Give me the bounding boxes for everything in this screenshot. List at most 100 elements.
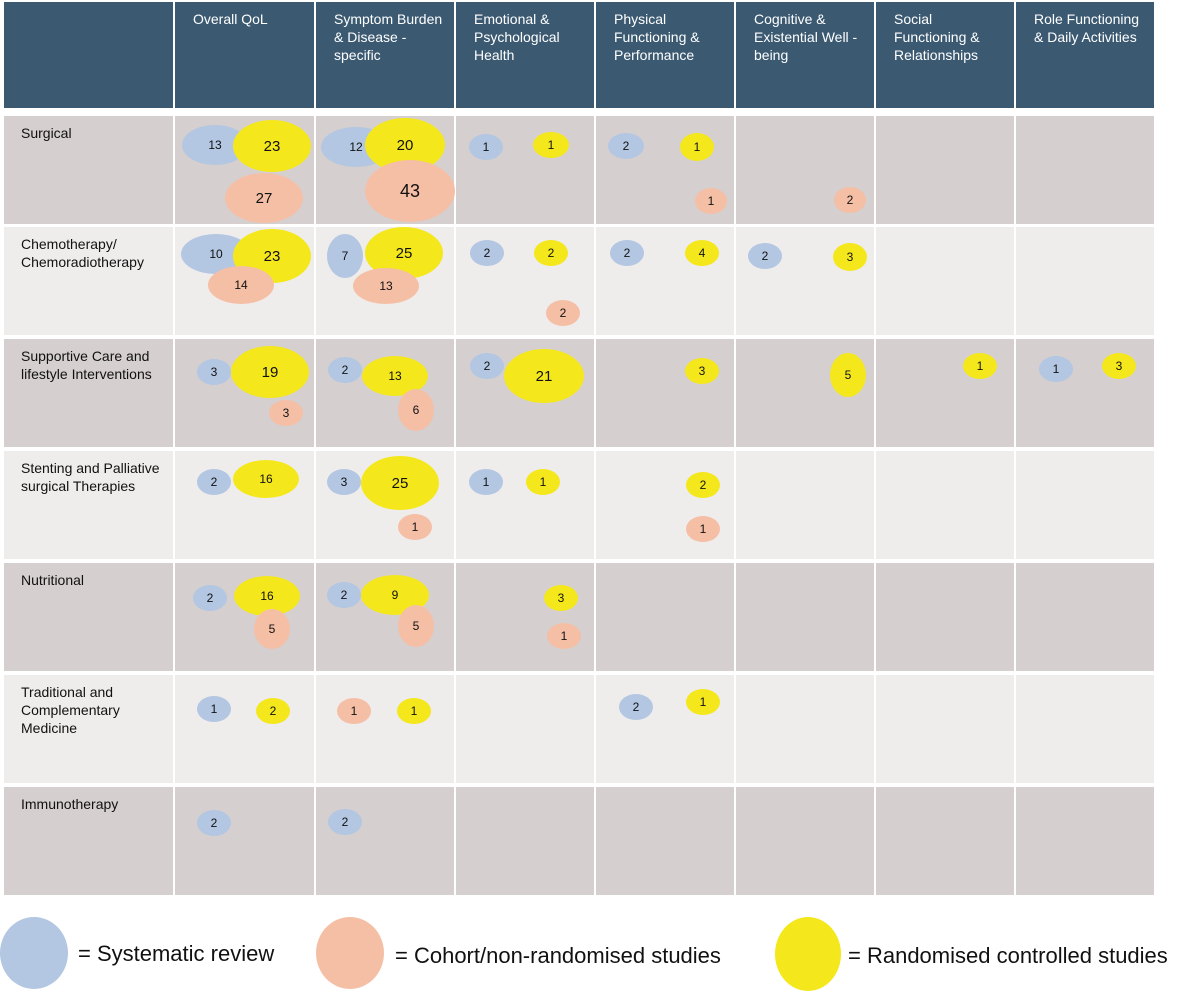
grid-cell [596,339,734,447]
grid-cell [456,675,594,783]
bubble-cohort: 5 [398,605,434,647]
bubble-rct: 1 [963,353,997,379]
legend-label: = Randomised controlled studies [848,943,1168,968]
bubble-systematic-review: 1 [469,134,503,160]
bubble-systematic-review: 2 [197,469,231,495]
column-header: Physical Functioning & Performance [596,2,734,108]
grid-cell [1016,116,1154,224]
bubble-cohort: 6 [398,389,434,431]
grid-cell [1016,563,1154,671]
bubble-systematic-review: 2 [619,694,653,720]
bubble-rct: 2 [256,698,290,724]
row-label: Immunotherapy [4,787,173,895]
row-label: Stenting and Palliative surgical Therapi… [4,451,173,559]
bubble-rct: 5 [830,353,866,397]
grid-cell [596,787,734,895]
header-corner-cell [4,2,173,108]
bubble-systematic-review: 1 [469,469,503,495]
grid-cell [736,451,874,559]
grid-cell [596,451,734,559]
bubble-rct: 19 [231,346,309,398]
grid-cell [1016,339,1154,447]
bubble-systematic-review: 2 [328,357,362,383]
bubble-systematic-review: 2 [470,353,504,379]
legend-swatch-cohort [316,917,384,989]
legend-swatch-systematic-review [0,917,68,989]
column-header: Cognitive & Existential Well - being [736,2,874,108]
bubble-rct: 3 [1102,353,1136,379]
grid-cell [456,451,594,559]
bubble-cohort: 1 [695,188,727,214]
bubble-rct: 16 [233,460,299,498]
bubble-cohort: 1 [686,516,720,542]
row-label: Nutritional [4,563,173,671]
grid-cell [1016,451,1154,559]
bubble-systematic-review: 3 [327,469,361,495]
bubble-rct: 21 [504,349,584,403]
grid-cell [316,675,454,783]
bubble-rct: 3 [544,585,578,611]
bubble-rct: 1 [533,132,569,158]
bubble-cohort: 43 [365,160,455,222]
grid-cell [736,563,874,671]
row-label: Surgical [4,116,173,224]
column-header: Role Functioning & Daily Activities [1016,2,1154,108]
row-label: Supportive Care and lifestyle Interventi… [4,339,173,447]
bubble-cohort: 2 [834,187,866,213]
grid-cell [876,787,1014,895]
bubble-rct: 25 [361,456,439,510]
bubble-systematic-review: 2 [748,243,782,269]
bubble-cohort: 13 [353,268,419,304]
bubble-systematic-review: 2 [197,810,231,836]
bubble-rct: 4 [685,240,719,266]
grid-cell [876,451,1014,559]
bubble-systematic-review: 1 [1039,356,1073,382]
grid-cell [1016,227,1154,335]
grid-cell [456,563,594,671]
bubble-cohort: 1 [398,514,432,540]
bubble-systematic-review: 7 [327,234,363,278]
row-label: Traditional and Complementary Medicine [4,675,173,783]
grid-cell [456,787,594,895]
bubble-cohort: 2 [546,300,580,326]
bubble-systematic-review: 1 [197,696,231,722]
grid-cell [736,787,874,895]
bubble-rct: 3 [833,243,867,271]
grid-cell [876,675,1014,783]
column-header: Emotional & Psychological Health [456,2,594,108]
legend-label: = Cohort/non-randomised studies [395,943,721,968]
bubble-cohort: 1 [337,698,371,724]
bubble-systematic-review: 2 [193,585,227,611]
bubble-systematic-review: 3 [197,359,231,385]
bubble-rct: 23 [233,120,311,172]
bubble-systematic-review: 2 [328,809,362,835]
grid-cell [456,116,594,224]
bubble-rct: 1 [686,689,720,715]
legend-swatch-rct [775,917,841,991]
bubble-rct: 1 [526,469,560,495]
column-header: Overall QoL [175,2,314,108]
bubble-cohort: 14 [208,266,274,304]
bubble-cohort: 3 [269,400,303,426]
grid-cell [876,227,1014,335]
bubble-rct: 16 [234,576,300,616]
row-label: Chemotherapy/ Chemoradiotherapy [4,227,173,335]
bubble-rct: 1 [680,133,714,161]
grid-cell [736,675,874,783]
grid-cell [876,339,1014,447]
column-header: Symptom Burden & Disease - specific [316,2,454,108]
grid-cell [175,787,314,895]
bubble-rct: 3 [685,358,719,384]
bubble-systematic-review: 2 [470,240,504,266]
bubble-rct: 1 [397,698,431,724]
grid-cell [1016,675,1154,783]
grid-cell [1016,787,1154,895]
grid-cell [316,787,454,895]
bubble-cohort: 1 [547,623,581,649]
grid-cell [175,675,314,783]
bubble-cohort: 27 [225,173,303,223]
bubble-systematic-review: 2 [610,240,644,266]
bubble-cohort: 5 [254,609,290,649]
column-header: Social Functioning & Relationships [876,2,1014,108]
